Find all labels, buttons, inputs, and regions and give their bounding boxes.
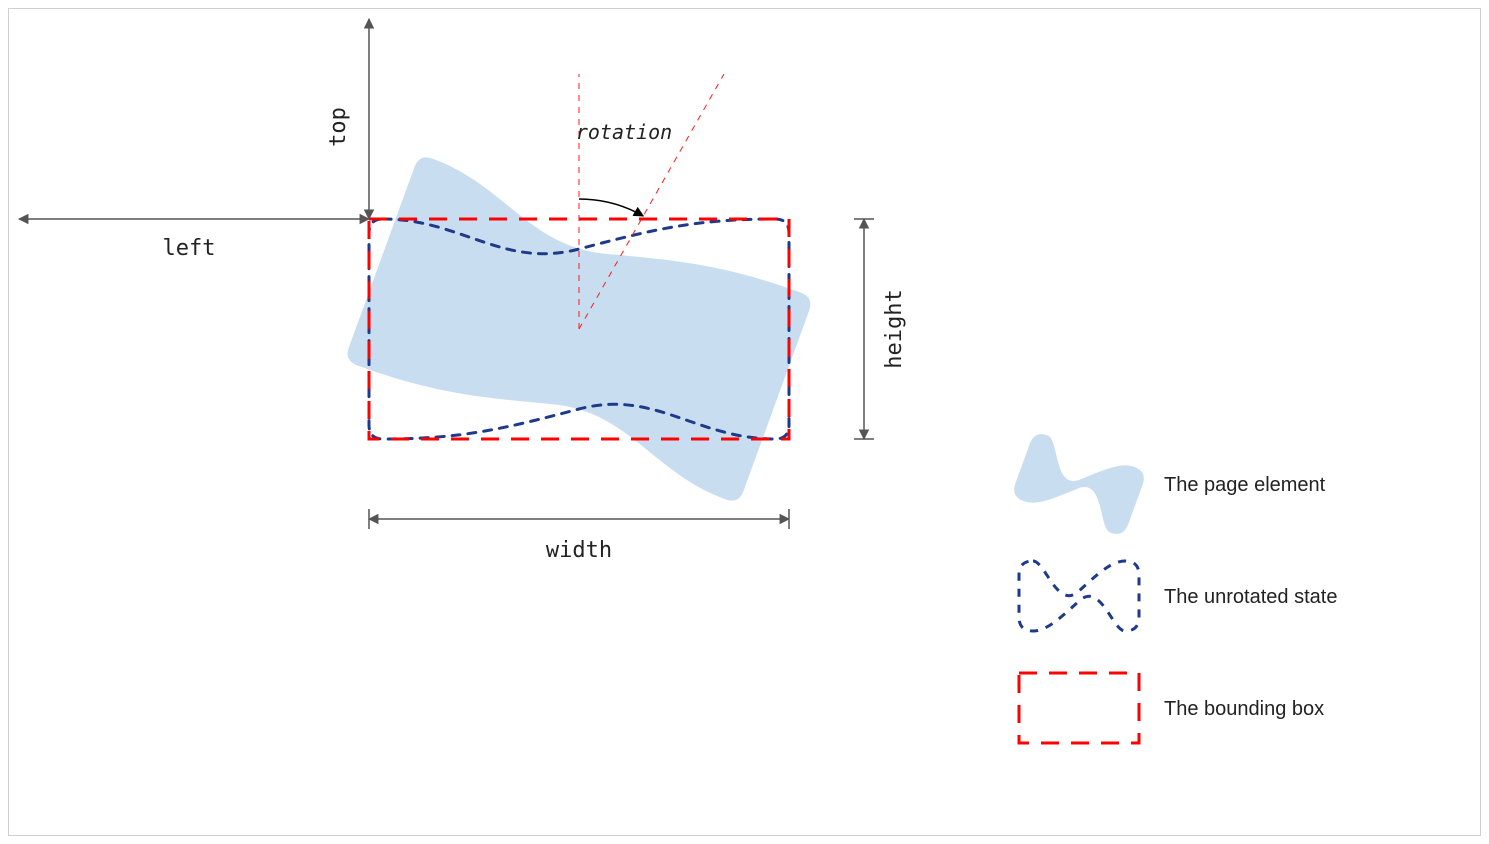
label-top: top (326, 107, 351, 147)
label-height: height (882, 289, 907, 368)
legend-label: The bounding box (1164, 698, 1324, 720)
diagram-frame: left top width height rotation The page … (8, 8, 1481, 836)
legend-swatch-page-element (1011, 431, 1148, 538)
label-left: left (163, 236, 216, 261)
legend-label: The unrotated state (1164, 586, 1337, 608)
legend-swatch-unrotated (1019, 561, 1139, 631)
diagram-svg: left top width height rotation The page … (9, 9, 1482, 837)
label-rotation: rotation (576, 120, 672, 144)
label-width: width (546, 538, 612, 563)
legend-swatch-bbox (1019, 673, 1139, 743)
legend-label: The page element (1164, 474, 1326, 496)
legend: The page element The unrotated state The b… (1011, 431, 1338, 743)
